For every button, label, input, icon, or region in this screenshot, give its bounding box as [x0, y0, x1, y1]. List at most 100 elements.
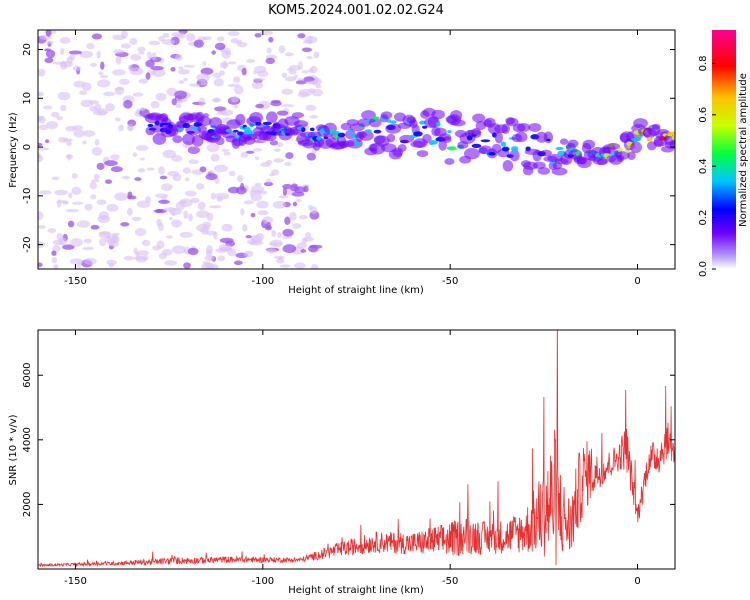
snr-ytick-label: 4000	[22, 427, 33, 452]
spectrogram-noise-blob	[104, 160, 118, 167]
spectrogram-noise-blob	[162, 149, 177, 159]
spectrogram-noise-blob	[212, 263, 219, 269]
spectrogram-noise-blob	[234, 85, 244, 95]
spectrogram-noise-blob	[276, 110, 289, 116]
spectrogram-ridge-halo	[471, 127, 482, 138]
spectrogram-noise-blob	[205, 266, 213, 269]
spectrogram-noise-blob	[44, 48, 52, 52]
spectrogram-noise-blob	[119, 78, 130, 85]
spectrogram-noise-blob	[178, 66, 184, 70]
spectrogram-noise-blob	[266, 248, 277, 254]
spectrogram-noise-blob	[179, 200, 188, 204]
spectrogram-ridge-core	[446, 146, 457, 151]
spectrogram-noise-blob	[227, 186, 240, 194]
spectrogram-noise-blob	[90, 179, 100, 183]
spectrogram-noise-blob	[38, 225, 46, 229]
spectrogram-noise-blob	[266, 47, 272, 54]
spectrogram-noise-blob	[47, 227, 57, 233]
spectrogram-noise-blob	[93, 173, 100, 180]
spectrogram-ridge-core	[429, 140, 438, 145]
spectrogram-ridge-core	[337, 132, 346, 138]
spectrogram-ridge-halo	[576, 157, 592, 169]
spectrogram-noise-blob	[98, 211, 109, 220]
spectrogram-noise-blob	[38, 91, 44, 97]
spectrogram-noise-blob	[115, 55, 122, 65]
spectrogram-ridge-halo	[501, 123, 510, 135]
spectrogram-noise-blob	[281, 104, 295, 108]
spectrogram-ridge-core	[500, 141, 507, 147]
spectrogram-noise-blob	[156, 240, 165, 249]
spectrogram-noise-blob	[91, 147, 103, 156]
spectrogram-noise-blob	[98, 71, 104, 76]
spectrogram-noise-blob	[71, 201, 83, 205]
spectrogram-noise-blob	[221, 49, 232, 59]
spectrogram-noise-blob	[72, 125, 84, 130]
spectrogram-noise-blob	[72, 65, 82, 71]
spectrogram-ridge-core	[510, 146, 519, 152]
spectrogram-ridge-core	[354, 140, 361, 146]
spectrogram-noise-blob	[227, 31, 240, 37]
spectrogram-noise-blob	[114, 87, 125, 91]
spectrogram-noise-blob	[281, 88, 294, 95]
spectrogram-noise-blob	[81, 82, 92, 91]
snr-xtick-label: -150	[64, 576, 87, 587]
spectrogram-noise-blob	[290, 185, 300, 192]
spectrogram-noise-blob	[246, 59, 256, 63]
spectrogram-noise-blob	[68, 50, 82, 55]
spectrogram-noise-blob	[190, 197, 200, 204]
spectrogram-noise-blob	[193, 39, 204, 48]
spectrogram-noise-blob	[67, 154, 72, 161]
spectrogram-noise-blob	[99, 75, 109, 79]
spectrogram-noise-blob	[143, 255, 149, 261]
spectrogram-noise-blob	[57, 91, 71, 101]
spectrogram-ylabel: Frequency (Hz)	[8, 112, 19, 188]
spectrogram-ridge-core	[309, 127, 315, 132]
spectrogram-noise-blob	[233, 260, 243, 266]
spectrogram-noise-blob	[162, 32, 170, 38]
spectrogram-noise-blob	[171, 219, 182, 228]
spectrogram-noise-blob	[250, 193, 263, 202]
spectrogram-noise-blob	[174, 90, 187, 100]
spectrogram-noise-blob	[240, 208, 245, 216]
spectrogram-noise-blob	[243, 250, 254, 258]
spectrogram-noise-blob	[274, 148, 281, 152]
colorbar-tick-label: 0.8	[698, 55, 709, 71]
spectrogram-noise-blob	[96, 199, 107, 205]
spectrogram-ridge-halo	[265, 111, 278, 123]
spectrogram-noise-blob	[127, 123, 134, 132]
spectrogram-ridge-halo	[627, 151, 636, 160]
colorbar-tick-label: 0.4	[698, 158, 709, 174]
spectrogram-noise-blob	[103, 91, 116, 97]
spectrogram-ridge-core	[373, 129, 382, 134]
spectrogram-noise-blob	[79, 90, 87, 96]
spectrogram-noise-blob	[254, 182, 262, 187]
spectrogram-ridge-core	[631, 137, 641, 142]
spectrogram-ridge-core	[365, 129, 372, 133]
spectrogram-noise-blob	[150, 65, 164, 71]
spectrogram-noise-blob	[92, 110, 107, 116]
spectrogram-noise-blob	[38, 262, 43, 268]
spectrogram-noise-blob	[210, 192, 216, 200]
spectrogram-noise-blob	[146, 167, 155, 171]
spectrogram-noise-blob	[135, 145, 149, 151]
spectrogram-noise-blob	[82, 130, 96, 137]
spectrogram-noise-blob	[252, 147, 263, 152]
spectrogram-noise-blob	[188, 83, 201, 87]
spectrogram-noise-blob	[227, 61, 237, 65]
spectrogram-noise-blob	[114, 192, 128, 201]
spectrogram-ridge-halo	[494, 131, 503, 144]
spectrogram-noise-blob	[38, 211, 44, 221]
spectrogram-noise-blob	[242, 223, 248, 232]
spectrogram-noise-blob	[281, 72, 287, 78]
spectrogram-noise-blob	[110, 232, 120, 236]
spectrogram-noise-blob	[227, 83, 240, 88]
spectrogram-noise-blob	[254, 156, 260, 161]
snr-xtick-label: 0	[634, 576, 640, 587]
spectrogram-ridge-halo	[463, 147, 480, 160]
spectrogram-noise-blob	[45, 139, 50, 144]
spectrogram-ridge-halo	[368, 117, 382, 128]
spectrogram-noise-blob	[265, 57, 275, 65]
spectrogram-noise-blob	[308, 244, 319, 253]
spectrogram-ridge-core	[389, 120, 397, 124]
spectrogram-noise-blob	[50, 111, 60, 118]
